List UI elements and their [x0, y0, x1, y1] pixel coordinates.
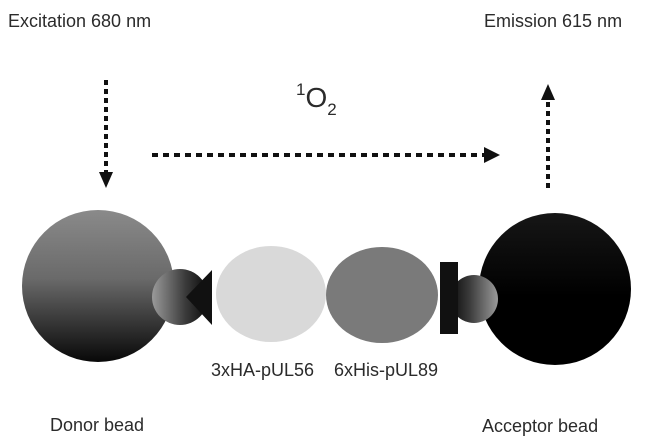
protein-his-pul89-label: 6xHis-pUL89 — [334, 360, 439, 380]
excitation-label: Excitation 680 nm — [8, 11, 152, 31]
donor-bead-label: Donor bead — [50, 415, 145, 435]
acceptor-bead-label: Acceptor bead — [482, 416, 599, 436]
emission-label: Emission 615 nm — [484, 11, 623, 31]
emission-arrow — [541, 84, 555, 188]
singlet-oxygen-arrow — [152, 147, 500, 163]
donor-bead — [22, 210, 174, 362]
acceptor-bead — [479, 213, 631, 365]
excitation-arrow — [99, 80, 113, 188]
protein-his-pul89 — [326, 247, 438, 343]
protein-ha-pul56 — [216, 246, 326, 342]
singlet-oxygen-subscript: 2 — [327, 100, 337, 119]
protein-ha-pul56-label: 3xHA-pUL56 — [211, 360, 315, 380]
ha-tag-triangle — [186, 270, 212, 325]
donor-connector — [152, 269, 208, 325]
acceptor-connector — [450, 275, 498, 323]
singlet-oxygen-superscript: 1 — [296, 80, 306, 99]
singlet-oxygen-label: 1O2 — [296, 81, 337, 118]
singlet-oxygen-base: O — [305, 82, 328, 113]
his-tag-bar — [440, 262, 458, 334]
